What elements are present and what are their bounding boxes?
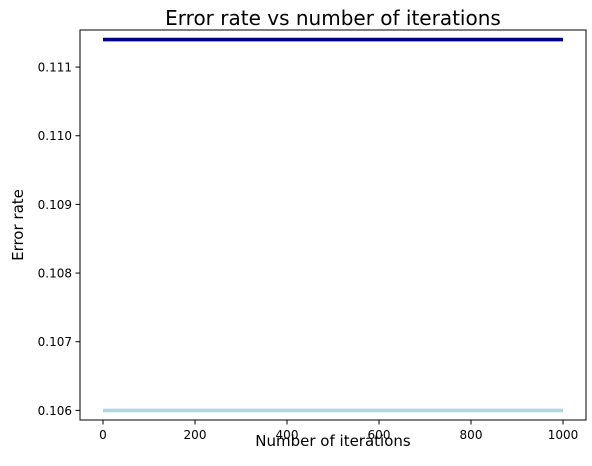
y-tick-label: 0.107 (38, 335, 72, 349)
x-tick-label: 400 (276, 428, 299, 442)
chart-title: Error rate vs number of iterations (165, 6, 501, 30)
x-tick-label: 600 (368, 428, 391, 442)
x-tick-label: 1000 (548, 428, 579, 442)
x-axis: 0 200 400 600 800 1000 (99, 420, 578, 442)
plot-frame (79, 29, 587, 421)
y-axis: 0.106 0.107 0.108 0.109 0.110 0.111 (38, 61, 80, 418)
series-layer (103, 37, 563, 413)
y-axis-label: Error rate (9, 189, 27, 261)
x-tick-label: 800 (460, 428, 483, 442)
y-tick-label: 0.111 (38, 61, 72, 75)
y-tick-label: 0.108 (38, 267, 72, 281)
y-tick-label: 0.109 (38, 198, 72, 212)
x-tick-label: 200 (184, 428, 207, 442)
x-tick-label: 0 (99, 428, 107, 442)
y-tick-label: 0.106 (38, 404, 72, 418)
y-tick-label: 0.110 (38, 129, 72, 143)
x-axis-label: Number of iterations (255, 432, 411, 450)
